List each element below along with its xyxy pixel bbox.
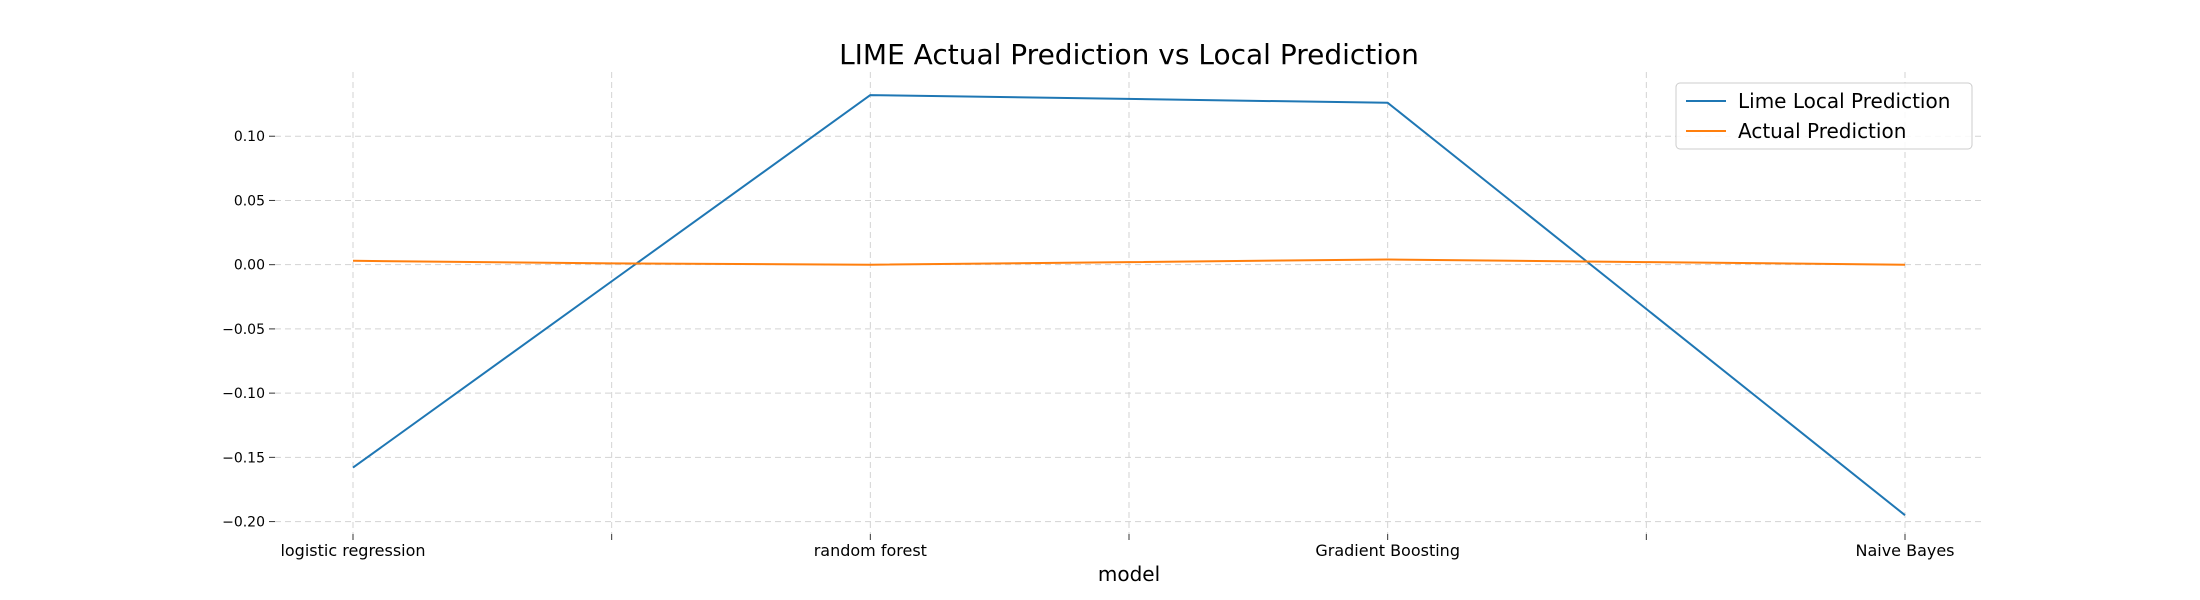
series-line-2 <box>352 258 1906 266</box>
chart-title: LIME Actual Prediction vs Local Predicti… <box>839 38 1419 71</box>
y-axis: −0.20 −0.15 −0.10 −0.05 0.00 0.05 0.10 <box>222 129 275 531</box>
series-layer <box>352 94 1906 516</box>
y-tick-label: 0.00 <box>234 258 265 274</box>
legend-box <box>1675 82 1973 150</box>
y-tick-label: −0.05 <box>222 322 265 338</box>
y-tick-label: −0.10 <box>222 386 265 402</box>
x-axis: logistic regression random forest Gradient… <box>280 534 1955 560</box>
x-tick-label: Naive Bayes <box>1855 541 1954 560</box>
y-tick-label: 0.05 <box>234 193 265 209</box>
x-axis-label: model <box>1098 562 1160 586</box>
y-tick-label: 0.10 <box>234 129 265 145</box>
legend-label: Actual Prediction <box>1738 119 1906 143</box>
x-tick-label: random forest <box>814 541 927 560</box>
x-tick-label: Gradient Boosting <box>1315 541 1460 560</box>
y-tick-label: −0.15 <box>222 450 265 466</box>
legend-label: Lime Local Prediction <box>1738 89 1950 113</box>
grid-layer <box>275 72 1985 534</box>
series-line-1 <box>352 94 1906 516</box>
x-tick-label: logistic regression <box>280 541 425 560</box>
legend: Lime Local Prediction Actual Prediction <box>1675 82 1973 150</box>
y-tick-label: −0.20 <box>222 515 265 531</box>
